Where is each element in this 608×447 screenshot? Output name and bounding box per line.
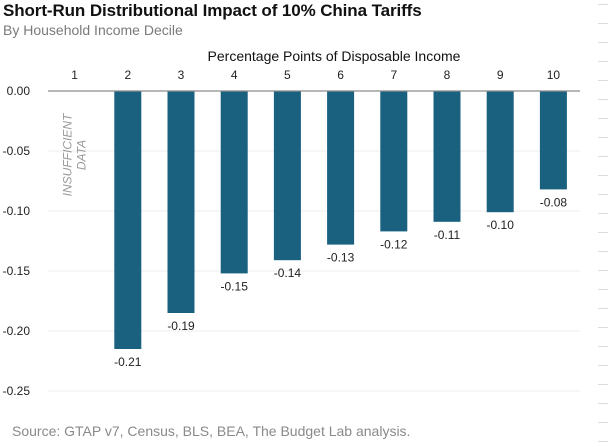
bar [539,91,567,190]
sheet-gridline [598,213,608,214]
sheet-gridline [598,99,608,100]
data-label: -0.19 [167,319,195,333]
y-axis-tick-labels: 0.00 -0.05 -0.10 -0.15 -0.20 -0.25 [3,84,31,398]
data-label: -0.15 [221,279,249,293]
data-label: -0.21 [114,355,142,369]
sheet-gridline [598,270,608,271]
data-labels: -0.21 -0.19 -0.15 -0.14 -0.13 -0.12 -0.11 -0.10… [114,195,567,369]
sheet-gridline [598,308,608,309]
y-tick-label: -0.25 [3,384,31,398]
y-tick-label: 0.00 [7,84,31,98]
data-label: -0.08 [540,195,568,209]
x-tick-label: 6 [337,68,344,82]
sheet-gridline [598,327,608,328]
x-tick-label: 8 [444,68,451,82]
x-tick-label: 7 [390,68,397,82]
sheet-gridline [598,384,608,385]
sheet-gridline [598,289,608,290]
y-tick-label: -0.05 [3,144,31,158]
bar [167,91,195,313]
bar [220,91,248,274]
sheet-gridline [598,156,608,157]
data-label: -0.12 [380,237,408,251]
sheet-gridline [598,42,608,43]
sheet-gridline [598,4,608,5]
annotation-line: DATA [75,140,89,170]
x-tick-label: 9 [497,68,504,82]
x-tick-label: 5 [284,68,291,82]
data-label: -0.13 [327,251,355,265]
data-label: -0.10 [487,218,515,232]
bar [114,91,142,349]
bar [433,91,461,222]
bar [380,91,408,232]
bars [114,91,567,349]
x-axis-tick-labels: 1 2 3 4 5 6 7 8 9 10 [71,68,560,82]
source-note: Source: GTAP v7, Census, BLS, BEA, The B… [12,423,411,439]
bar [273,91,301,261]
y-tick-label: -0.15 [3,264,31,278]
y-tick-label: -0.10 [3,204,31,218]
x-axis-title: Percentage Points of Disposable Income [208,48,461,64]
sheet-gridline [598,61,608,62]
sheet-gridline [598,365,608,366]
insufficient-data-annotation: INSUFFICIENT DATA [61,112,89,196]
sheet-gridline [598,194,608,195]
data-label: -0.14 [274,266,302,280]
x-tick-label: 10 [547,68,561,82]
annotations: INSUFFICIENT DATA [61,112,89,196]
y-tick-label: -0.20 [3,324,31,338]
x-tick-label: 4 [231,68,238,82]
sheet-gridline [598,403,608,404]
sheet-gridline [598,251,608,252]
sheet-gridline [598,441,608,442]
chart-title: Short-Run Distributional Impact of 10% C… [3,1,422,20]
bar [327,91,355,245]
sheet-gridline [598,118,608,119]
x-tick-label: 3 [178,68,185,82]
sheet-gridline [598,175,608,176]
sheet-gridline [598,137,608,138]
bar [486,91,514,213]
sheet-gridline [598,232,608,233]
x-tick-label: 1 [71,68,78,82]
data-label: -0.11 [434,228,461,242]
x-tick-label: 2 [124,68,131,82]
annotation-line: INSUFFICIENT [61,112,75,196]
sheet-gridline [598,80,608,81]
sheet-gridline [598,422,608,423]
sheet-gridline [598,346,608,347]
chart-subtitle: By Household Income Decile [3,22,183,38]
sheet-gridline [598,23,608,24]
